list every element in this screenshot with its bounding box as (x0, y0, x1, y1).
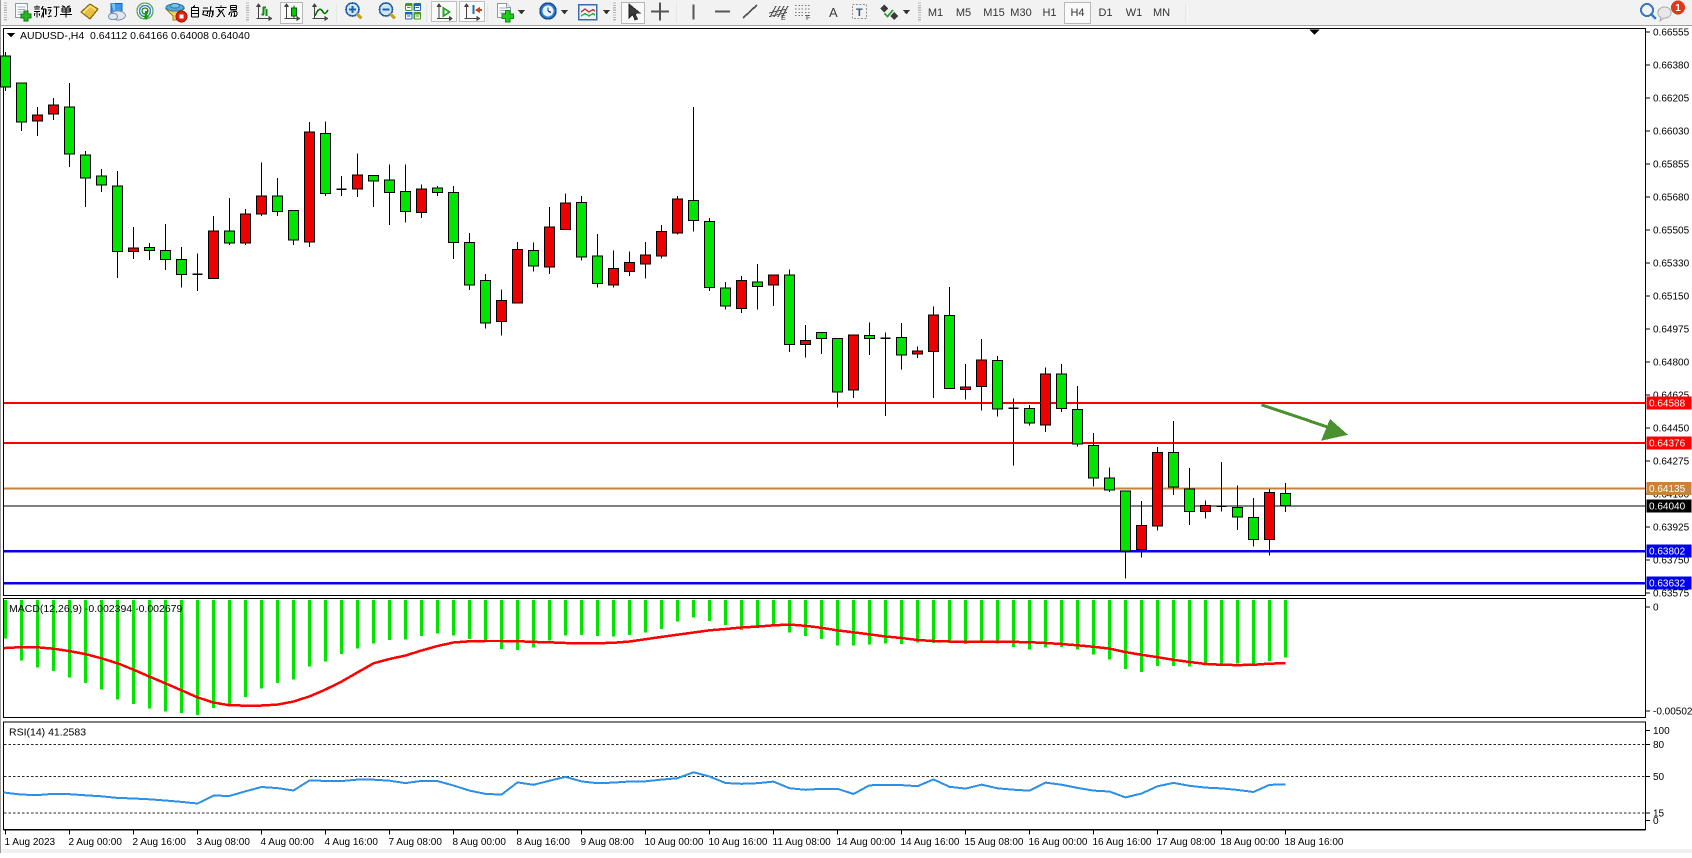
svg-text:4 Aug 00:00: 4 Aug 00:00 (261, 837, 315, 848)
svg-text:M1: M1 (928, 7, 943, 19)
svg-text:14 Aug 16:00: 14 Aug 16:00 (901, 837, 960, 848)
svg-text:0.65150: 0.65150 (1653, 292, 1690, 303)
svg-text:2 Aug 16:00: 2 Aug 16:00 (133, 837, 187, 848)
svg-text:16 Aug 00:00: 16 Aug 00:00 (1029, 837, 1088, 848)
svg-text:M15: M15 (983, 7, 1004, 19)
svg-text:T: T (856, 7, 863, 19)
svg-text:18 Aug 00:00: 18 Aug 00:00 (1221, 837, 1280, 848)
svg-text:E: E (781, 15, 786, 22)
svg-text:10 Aug 16:00: 10 Aug 16:00 (709, 837, 768, 848)
svg-text:W1: W1 (1126, 7, 1143, 19)
svg-text:100: 100 (1653, 726, 1670, 737)
svg-text:0.64040: 0.64040 (1649, 502, 1686, 513)
svg-text:0.65505: 0.65505 (1653, 226, 1690, 237)
svg-text:3 Aug 08:00: 3 Aug 08:00 (197, 837, 251, 848)
svg-text:0.64376: 0.64376 (1649, 438, 1686, 449)
svg-text:2 Aug 00:00: 2 Aug 00:00 (69, 837, 123, 848)
svg-text:M30: M30 (1010, 7, 1031, 19)
svg-text:7 Aug 08:00: 7 Aug 08:00 (389, 837, 443, 848)
svg-text:0.65855: 0.65855 (1653, 160, 1690, 171)
svg-text:18 Aug 16:00: 18 Aug 16:00 (1285, 837, 1344, 848)
svg-text:10 Aug 00:00: 10 Aug 00:00 (645, 837, 704, 848)
svg-text:0.64275: 0.64275 (1653, 457, 1690, 468)
svg-text:15 Aug 08:00: 15 Aug 08:00 (965, 837, 1024, 848)
svg-text:0.66030: 0.66030 (1653, 127, 1690, 138)
svg-text:0.63632: 0.63632 (1649, 579, 1686, 590)
svg-text:4 Aug 16:00: 4 Aug 16:00 (325, 837, 379, 848)
svg-text:1 Aug 2023: 1 Aug 2023 (5, 837, 56, 848)
svg-text:0.64450: 0.64450 (1653, 424, 1690, 435)
svg-text:9 Aug 08:00: 9 Aug 08:00 (581, 837, 635, 848)
svg-text:0.64975: 0.64975 (1653, 325, 1690, 336)
svg-text:8 Aug 00:00: 8 Aug 00:00 (453, 837, 507, 848)
svg-text:F: F (806, 15, 810, 22)
svg-text:-0.005025: -0.005025 (1653, 707, 1692, 718)
svg-text:0: 0 (1653, 603, 1659, 614)
svg-text:17 Aug 08:00: 17 Aug 08:00 (1157, 837, 1216, 848)
svg-text:0: 0 (1653, 816, 1659, 827)
svg-text:A: A (829, 5, 838, 20)
svg-text:0.64135: 0.64135 (1649, 484, 1686, 495)
svg-text:16 Aug 16:00: 16 Aug 16:00 (1093, 837, 1152, 848)
svg-text:14 Aug 00:00: 14 Aug 00:00 (837, 837, 896, 848)
svg-text:0.63575: 0.63575 (1653, 589, 1690, 600)
svg-text:1: 1 (1675, 3, 1681, 14)
svg-text:H4: H4 (1070, 7, 1084, 19)
svg-text:D1: D1 (1098, 7, 1112, 19)
svg-text:0.63802: 0.63802 (1649, 547, 1686, 558)
svg-text:MACD(12,26,9) -0.002394 -0.002: MACD(12,26,9) -0.002394 -0.002679 (9, 603, 183, 615)
svg-text:M5: M5 (956, 7, 971, 19)
svg-text:80: 80 (1653, 740, 1665, 751)
svg-text:0.65330: 0.65330 (1653, 259, 1690, 270)
svg-text:11 Aug 08:00: 11 Aug 08:00 (773, 837, 832, 848)
svg-text:50: 50 (1653, 772, 1665, 783)
svg-text:0.66380: 0.66380 (1653, 61, 1690, 72)
svg-text:AUDUSD-,H4 0.64112 0.64166 0.: AUDUSD-,H4 0.64112 0.64166 0.64008 0.640… (20, 30, 250, 42)
svg-text:0.66205: 0.66205 (1653, 94, 1690, 105)
svg-text:8 Aug 16:00: 8 Aug 16:00 (517, 837, 571, 848)
svg-text:RSI(14) 41.2583: RSI(14) 41.2583 (9, 727, 86, 739)
svg-text:0.63925: 0.63925 (1653, 523, 1690, 534)
svg-text:0.65680: 0.65680 (1653, 193, 1690, 204)
svg-text:H1: H1 (1042, 7, 1056, 19)
svg-text:0.64588: 0.64588 (1649, 398, 1686, 409)
svg-text:MN: MN (1153, 7, 1170, 19)
svg-text:0.66555: 0.66555 (1653, 28, 1690, 39)
svg-text:0.64800: 0.64800 (1653, 358, 1690, 369)
